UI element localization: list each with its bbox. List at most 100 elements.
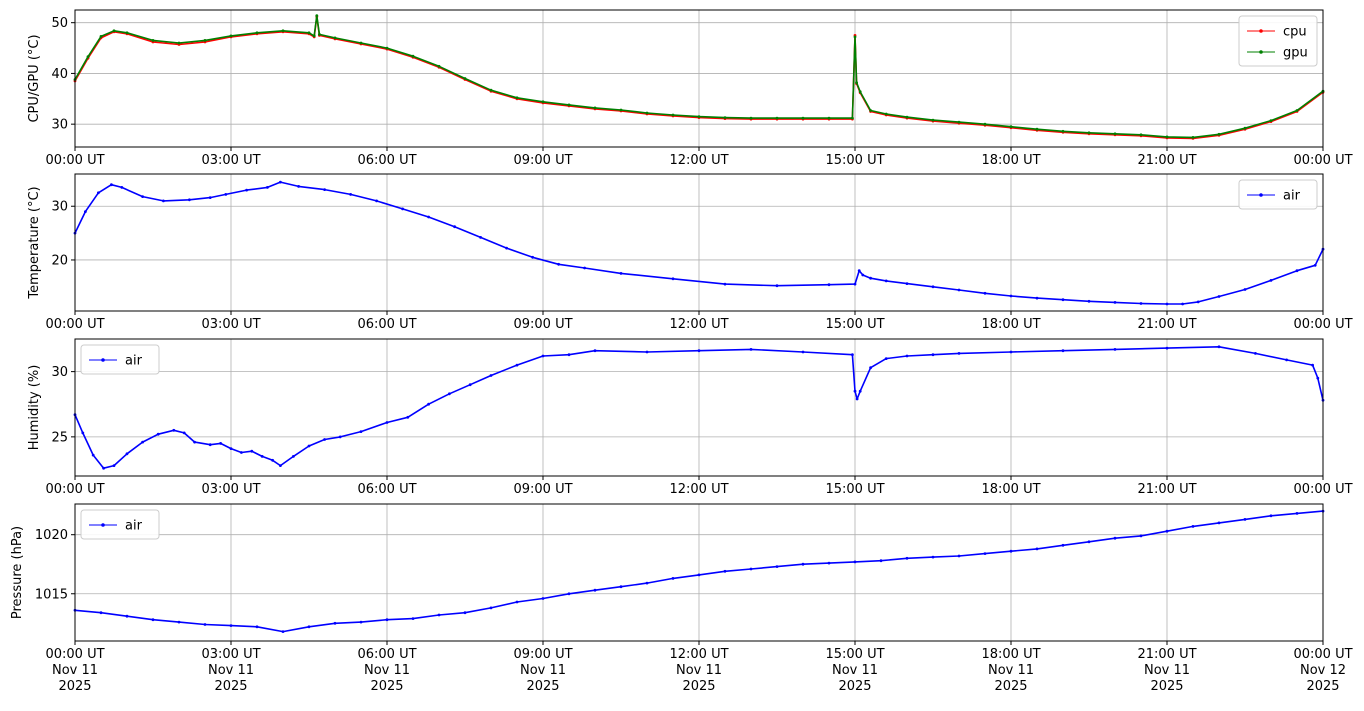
data-point-gpu [697,115,701,118]
data-point-gpu [463,77,467,80]
x-tick-label-line: 18:00 UT [981,647,1040,662]
x-tick-label: 12:00 UT [669,153,728,168]
data-point-gpu [858,90,862,94]
data-point-air [583,266,586,270]
data-point-air [427,215,430,219]
data-point-air [112,464,116,467]
data-point-air [957,288,961,292]
data-point-air [99,611,103,615]
data-point-air [827,283,831,287]
data-point-air [1196,300,1200,304]
plot-marks [73,509,1325,633]
data-point-air [983,552,987,555]
data-point-air [141,195,145,199]
y-axis-label: Temperature (°C) [27,186,42,299]
x-tick-label-line: 21:00 UT [1137,317,1196,332]
data-point-gpu [541,100,545,104]
data-point-air [125,452,129,456]
x-tick-label: 03:00 UT [201,317,260,332]
x-tick-label: 12:00 UT Nov 11 2025 [669,647,728,694]
y-tick-label: 25 [51,430,68,445]
data-point-gpu [1139,133,1143,137]
x-tick-label: 03:00 UT [201,153,260,168]
data-point-air [219,442,223,445]
data-point-air [1035,547,1039,551]
data-point-gpu [957,120,961,124]
data-point-air [359,620,363,624]
data-point-air [208,196,212,200]
x-tick-label-line: 2025 [526,679,559,694]
data-point-air [1165,346,1169,350]
data-point-air [240,451,243,454]
data-point-air [125,614,129,618]
data-point-gpu [1243,126,1247,130]
data-point-gpu [1087,131,1091,135]
data-point-air [338,435,342,439]
x-tick-label-line: 00:00 UT [45,647,104,662]
data-point-air [193,440,197,444]
data-point-air [81,431,85,435]
data-point-air [1217,345,1221,349]
data-point-air [1295,512,1299,515]
x-tick-label: 00:00 UT [1293,317,1352,332]
y-axis-ticks: 25 30 [51,365,75,445]
x-tick-label: 12:00 UT [669,317,728,332]
x-tick-label-line: 09:00 UT [513,482,572,497]
data-point-gpu [775,116,779,120]
data-point-air [853,389,857,393]
data-point-air [323,188,326,192]
data-point-air [855,397,859,401]
data-point-air [1217,295,1221,298]
data-point-gpu [99,35,103,38]
data-point-air [515,363,519,367]
data-point-air [1035,296,1039,300]
x-tick-label: 09:00 UT [513,153,572,168]
panel-humidity: 00:00 UT 03:00 UT 06:00 UT 09:00 UT 12:00 UT… [27,338,1353,497]
data-point-gpu [884,112,888,116]
x-tick-label: 03:00 UT [201,482,260,497]
data-point-air [182,431,186,435]
data-point-air [260,455,264,458]
data-point-air [749,567,753,571]
data-point-air [593,349,597,353]
legend-box [80,509,160,540]
data-point-gpu [307,31,311,35]
data-point-gpu [177,41,181,45]
data-point-gpu [1061,129,1065,133]
x-tick-label: 15:00 UT Nov 11 2025 [825,647,884,694]
data-point-air [91,453,95,457]
data-point-air [861,273,865,277]
data-point-air [1061,543,1065,547]
data-point-air [775,284,779,288]
data-point-air [162,199,165,203]
x-tick-label-line: 2025 [994,679,1027,694]
x-tick-label-line: 2025 [214,679,247,694]
data-point-air [957,352,961,355]
legend-swatch-marker [101,358,105,362]
x-tick-label: 00:00 UT Nov 11 2025 [45,647,104,694]
x-tick-label: 15:00 UT [825,153,884,168]
data-point-air [1113,348,1117,351]
x-tick-label: 00:00 UT [45,153,104,168]
data-point-air [905,282,909,285]
data-point-air [279,464,282,467]
data-point-air [1243,288,1247,291]
data-point-air [271,458,274,462]
data-point-air [957,554,961,558]
data-point-air [905,556,909,560]
data-point-gpu [619,108,623,112]
x-tick-label-line: 12:00 UT [669,647,728,662]
data-point-air [427,402,430,406]
x-tick-label-line: 12:00 UT [669,317,728,332]
data-point-air [749,348,753,351]
data-point-air [853,560,857,564]
legend: air [1238,179,1318,210]
x-tick-label: 21:00 UT [1137,482,1196,497]
x-tick-label: 00:00 UT [1293,153,1352,168]
data-point-air [479,236,482,239]
legend-swatch-marker [1259,193,1263,197]
data-point-air [208,443,212,447]
x-tick-label-line: 2025 [682,679,715,694]
data-point-air [931,285,935,289]
x-tick-label: 06:00 UT [357,482,416,497]
